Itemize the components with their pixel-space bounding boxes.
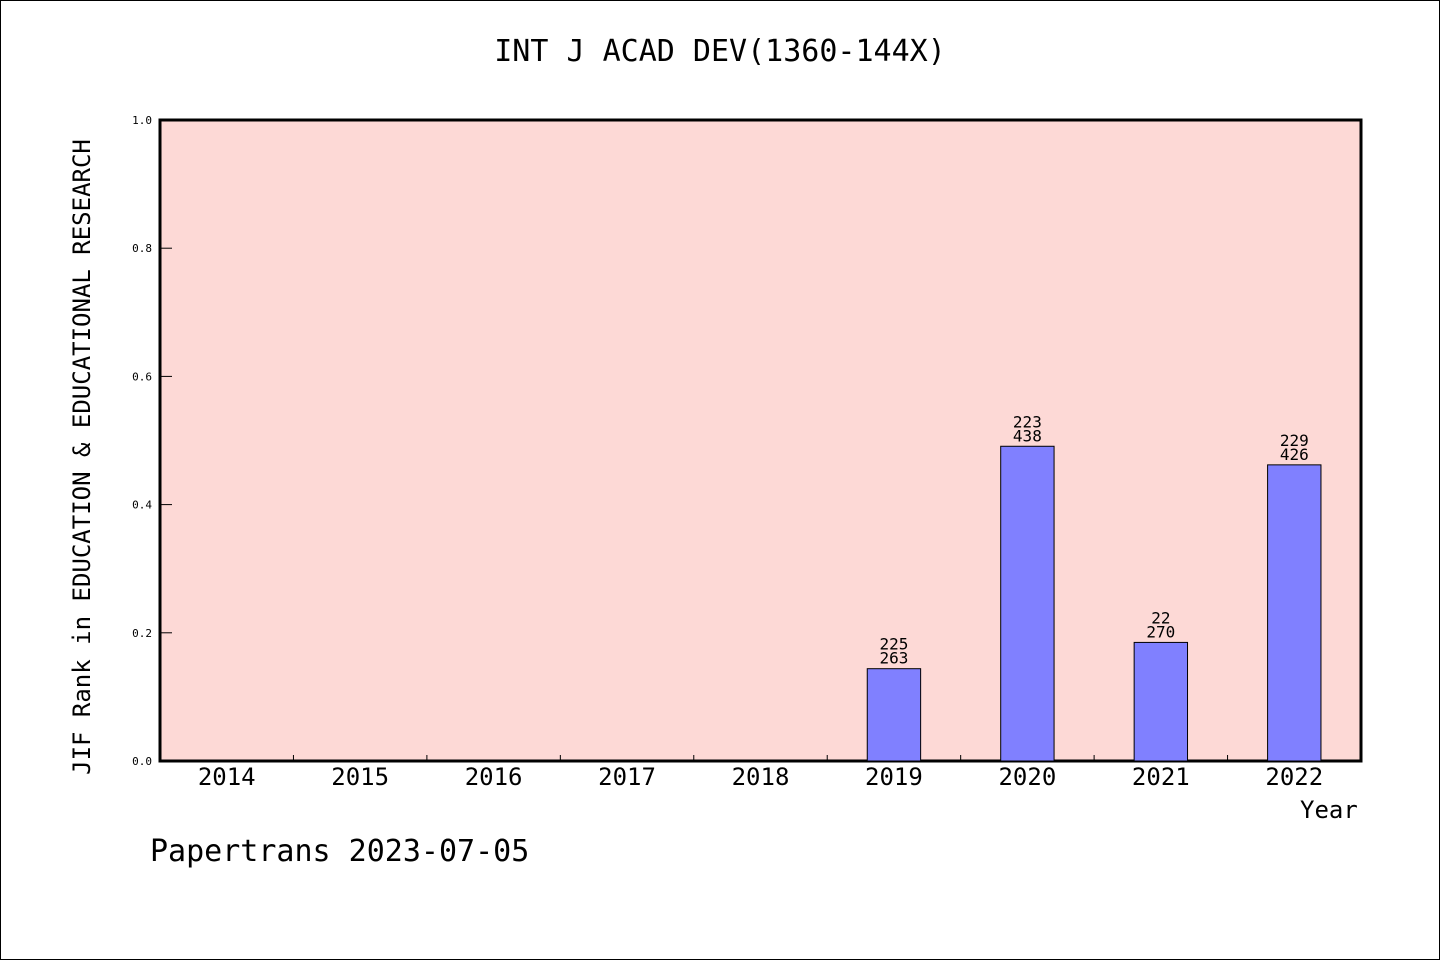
x-tick-label: 2018 [732, 763, 790, 791]
x-tick-label: 2014 [198, 763, 256, 791]
bar-label-total: 426 [1280, 445, 1309, 464]
x-tick-label: 2017 [598, 763, 656, 791]
bar-label-rank: 22 [1151, 608, 1170, 627]
bar-label-total: 270 [1146, 622, 1175, 641]
x-tick-label: 2022 [1265, 763, 1323, 791]
bar-label-total: 438 [1013, 426, 1042, 445]
y-tick-label: 0.0 [132, 755, 152, 768]
x-tick-label: 2019 [865, 763, 923, 791]
x-tick-label: 2021 [1132, 763, 1190, 791]
bar-2019 [866, 668, 922, 762]
y-tick-label: 0.2 [132, 627, 152, 640]
y-tick-label: 0.6 [132, 370, 152, 383]
y-axis: 0.0 0.2 0.4 0.6 0.8 1.0 [132, 114, 172, 768]
bar-2020 [1000, 445, 1055, 762]
bar-label-rank: 229 [1280, 431, 1309, 450]
chart-title: INT J ACAD DEV(1360-144X) [494, 34, 946, 69]
bar-label-rank: 223 [1013, 412, 1042, 431]
x-axis: 2014 2015 2016 2017 2018 2019 2020 2021 2022 [198, 755, 1323, 791]
y-tick-label: 1.0 [132, 114, 152, 127]
x-tick-label: 2020 [998, 763, 1056, 791]
x-axis-label: Year [1300, 796, 1358, 824]
bar-2022 [1267, 464, 1322, 762]
y-tick-label: 0.8 [132, 242, 152, 255]
footer-credit: Papertrans 2023-07-05 [150, 834, 530, 869]
bar-label-rank: 225 [879, 635, 908, 654]
x-tick-label: 2015 [331, 763, 389, 791]
x-tick-label: 2016 [465, 763, 523, 791]
bars [866, 445, 1322, 762]
y-tick-label: 0.4 [132, 499, 152, 512]
bar-2021 [1133, 641, 1189, 762]
bar-label-total: 263 [879, 649, 908, 668]
